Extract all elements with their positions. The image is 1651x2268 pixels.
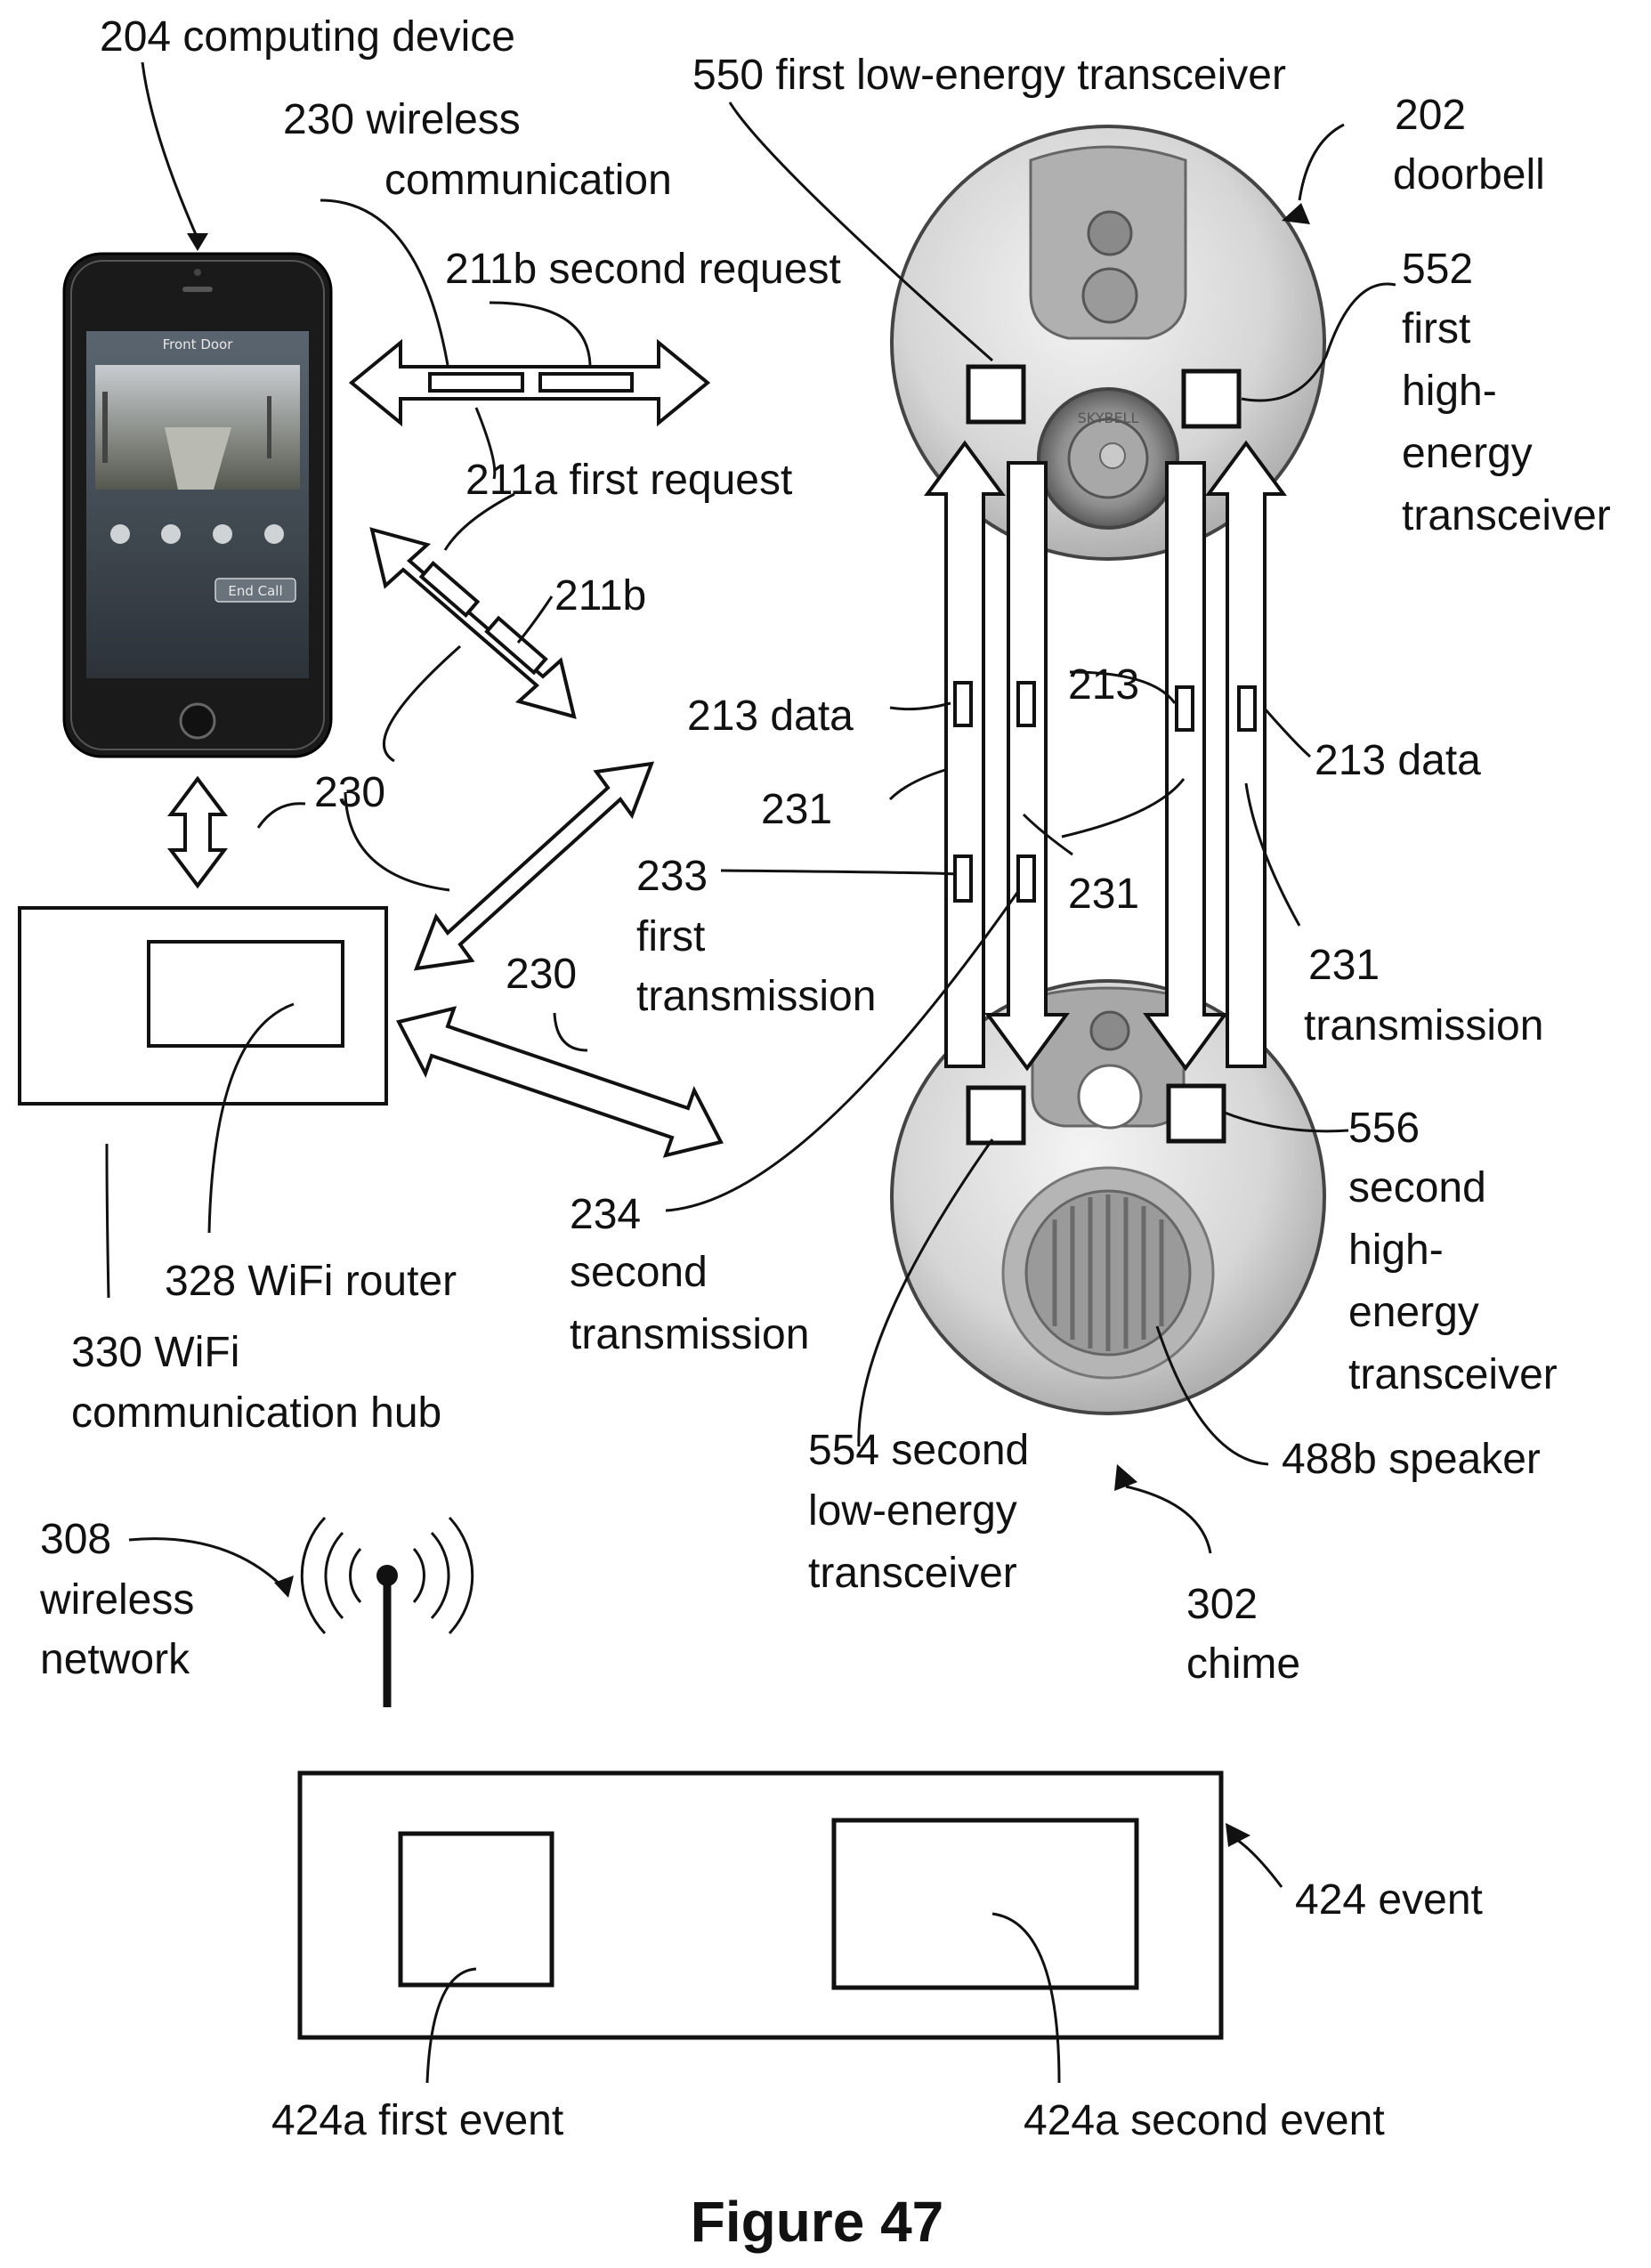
- label-first-low-energy-transceiver: 550 first low-energy transceiver: [692, 52, 1286, 99]
- phone-screen-title: Front Door: [163, 336, 234, 352]
- label-first-high-energy-5: transceiver: [1402, 492, 1611, 539]
- phone-end-call-label: End Call: [228, 583, 282, 599]
- label-wifi-hub-2: communication hub: [71, 1389, 441, 1437]
- label-event: 424 event: [1295, 1876, 1483, 1924]
- label-231-left: 231: [761, 786, 832, 833]
- label-213-mid: 213: [1068, 661, 1139, 709]
- label-231-mid: 231: [1068, 871, 1139, 918]
- label-wifi-router: 328 WiFi router: [165, 1258, 457, 1305]
- label-wireless-communication-2: communication: [384, 157, 672, 204]
- label-doorbell-number: 202: [1395, 92, 1466, 139]
- label-first-transmission-1: 233: [636, 853, 708, 900]
- label-second-low-energy-2: low-energy: [808, 1487, 1017, 1535]
- label-second-high-energy-1: 556: [1348, 1105, 1420, 1152]
- label-wireless-network-2: wireless: [39, 1576, 194, 1624]
- doorbell-brand: SKYBELL: [1078, 409, 1139, 426]
- second-request-packet: [540, 374, 632, 391]
- data-packets: [955, 683, 1255, 901]
- label-231-right: 231: [1308, 942, 1380, 989]
- label-230-a: 230: [314, 769, 385, 816]
- label-first-high-energy-4: energy: [1402, 430, 1533, 477]
- label-second-low-energy-1: 554 second: [808, 1427, 1029, 1474]
- label-211b: 211b: [554, 572, 646, 620]
- label-wireless-network-3: network: [40, 1636, 190, 1683]
- router-doorbell-arrow: [417, 764, 651, 968]
- first-low-energy-transceiver-box: [968, 367, 1024, 422]
- label-doorbell: doorbell: [1393, 151, 1545, 198]
- label-213-data-left: 213 data: [687, 693, 854, 740]
- figure-title: Figure 47: [691, 2190, 944, 2254]
- chime-speaker-grille: [1003, 1168, 1213, 1378]
- label-second-transmission-3: transmission: [570, 1311, 809, 1358]
- phone-home-button: [181, 704, 214, 738]
- label-second-high-energy-3: high-: [1348, 1227, 1444, 1274]
- wifi-router-box: [149, 942, 343, 1046]
- label-first-transmission-3: transmission: [636, 973, 876, 1020]
- router-chime-arrow: [399, 1008, 721, 1155]
- second-high-energy-transceiver-box: [1169, 1086, 1224, 1141]
- first-event-box: [401, 1834, 552, 1985]
- label-second-request: 211b second request: [445, 246, 841, 293]
- label-213-data-right: 213 data: [1315, 737, 1481, 784]
- label-first-transmission-2: first: [636, 913, 705, 960]
- label-second-high-energy-2: second: [1348, 1164, 1486, 1211]
- label-231-transmission: transmission: [1304, 1002, 1543, 1049]
- label-second-high-energy-4: energy: [1348, 1289, 1479, 1336]
- label-first-high-energy-1: 552: [1402, 246, 1473, 293]
- label-second-high-energy-5: transceiver: [1348, 1351, 1558, 1398]
- label-wifi-hub-1: 330 WiFi: [71, 1329, 239, 1376]
- first-request-packet: [430, 374, 522, 391]
- computing-device-phone: Front Door End Call: [64, 254, 331, 757]
- label-speaker: 488b speaker: [1282, 1436, 1541, 1483]
- label-first-high-energy-2: first: [1402, 305, 1470, 352]
- label-second-transmission-2: second: [570, 1249, 708, 1296]
- transmission-arrow-4-up: [1209, 443, 1283, 1066]
- wireless-request-arrow-diagonal: [372, 530, 574, 717]
- label-second-low-energy-3: transceiver: [808, 1550, 1017, 1597]
- transmission-arrow-1-up: [927, 443, 1002, 1066]
- label-second-transmission-1: 234: [570, 1191, 641, 1238]
- label-computing-device: 204 computing device: [100, 13, 515, 61]
- label-wireless-network-1: 308: [40, 1516, 111, 1563]
- label-second-event: 424a second event: [1024, 2097, 1385, 2144]
- label-230-b: 230: [506, 951, 577, 998]
- first-high-energy-transceiver-box: [1184, 371, 1239, 426]
- second-low-energy-transceiver-box: [968, 1088, 1024, 1143]
- label-first-high-energy-3: high-: [1402, 368, 1497, 415]
- wireless-request-arrow-horizontal: [352, 343, 708, 423]
- second-event-box: [834, 1820, 1137, 1988]
- label-chime-number: 302: [1186, 1581, 1258, 1628]
- wireless-network-antenna-icon: [302, 1518, 472, 1707]
- label-first-request: 211a first request: [465, 457, 792, 504]
- label-chime: chime: [1186, 1640, 1300, 1688]
- label-wireless-communication-1: 230 wireless: [283, 96, 521, 143]
- phone-router-arrow: [171, 779, 224, 886]
- label-first-event: 424a first event: [271, 2097, 563, 2144]
